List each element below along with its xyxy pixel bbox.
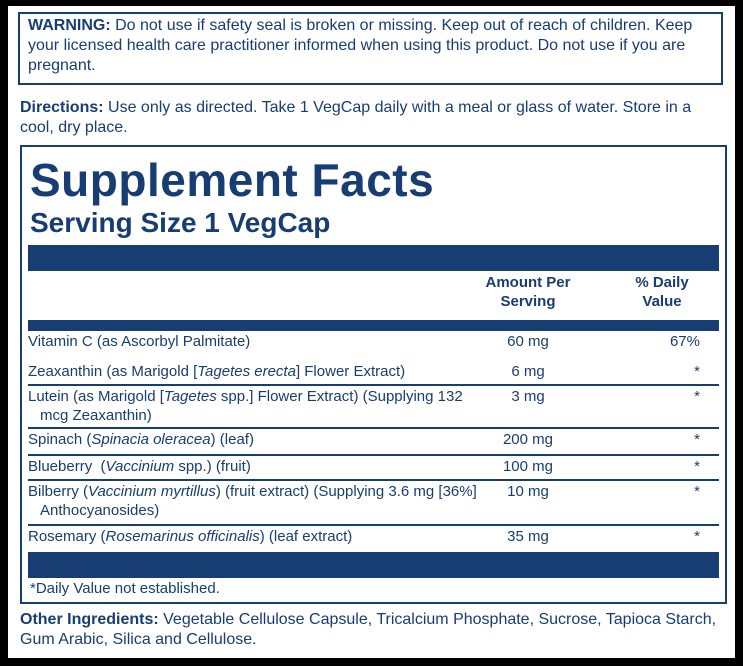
row-divider [28,427,719,429]
row-divider [28,454,719,456]
name-part: Tagetes erecta [197,363,296,380]
ingredient-name: Vitamin C (as Ascorbyl Palmitate) [28,332,480,351]
warning-label: WARNING: [28,17,111,34]
other-ingredients-text: Vegetable Cellulose Capsule, Tricalcium … [20,611,717,648]
serving-size: Serving Size 1 VegCap [30,207,331,238]
directions: Directions: Use only as directed. Take 1… [20,98,725,138]
directions-text: Use only as directed. Take 1 VegCap dail… [20,99,692,136]
ingredient-name: Blueberry (Vaccinium spp.) (fruit) [28,457,480,476]
ingredient-name: Lutein (as Marigold [Tagetes spp.] Flowe… [28,387,480,425]
ingredient-name: Zeaxanthin (as Marigold [Tagetes erecta]… [28,362,480,381]
warning-box [18,12,723,85]
name-part: Rosemary ( [28,528,106,545]
warning: WARNING: Do not use if safety seal is br… [28,16,718,76]
facts-title: Supplement Facts [30,154,435,206]
daily-value: * [694,528,700,545]
divider-bar [28,245,719,271]
name-part: ) (fruit extract) (Supplying 3.6 mg [36%… [40,483,481,519]
name-part: Rosemarinus officinalis [105,528,260,545]
name-part: Spinach ( [28,431,92,448]
name-part: Vaccinium [105,458,175,475]
label-panel: WARNING: Do not use if safety seal is br… [8,6,735,658]
row-divider [28,524,719,526]
ingredient-name: Bilberry (Vaccinium myrtillus) (fruit ex… [28,482,480,520]
amount: 6 mg [511,363,545,380]
name-part: Blueberry ( [28,458,106,475]
amount: 100 mg [502,458,554,475]
ingredient-name: Spinach (Spinacia oleracea) (leaf) [28,430,480,449]
name-part: ) (leaf extract) [259,528,353,545]
name-part: Lutein (as Marigold [ [28,388,164,405]
ingredient-name: Rosemary (Rosemarinus officinalis) (leaf… [28,527,480,546]
name-part: Tagetes [163,388,217,405]
footnote: *Daily Value not established. [30,580,220,597]
name-part: spp.] Flower Extract) (Supplying 132 mcg… [40,388,467,424]
name-part: Bilberry ( [28,483,89,500]
column-header: % Daily Value [635,274,689,310]
daily-value: * [694,363,700,380]
amount: 10 mg [507,483,549,500]
row-divider [28,384,719,386]
amount: 60 mg [507,333,549,350]
warning-text: Do not use if safety seal is broken or m… [28,17,693,74]
divider-bar [28,552,719,578]
other-ingredients-label: Other Ingredients: [20,611,159,628]
name-part: Spinacia oleracea [91,431,211,448]
name-part: Vaccinium myrtillus [88,483,216,500]
directions-label: Directions: [20,99,104,116]
name-part: Vitamin C (as Ascorbyl Palmitate) [28,333,251,350]
daily-value: * [694,388,700,405]
other-ingredients: Other Ingredients: Vegetable Cellulose C… [20,610,732,650]
amount: 200 mg [502,431,554,448]
name-part: Zeaxanthin (as Marigold [ [28,363,198,380]
amount: 3 mg [511,388,545,405]
column-header: Amount Per Serving [485,274,571,310]
daily-value: * [694,431,700,448]
name-part: ] Flower Extract) [295,363,406,380]
amount: 35 mg [507,528,549,545]
daily-value: * [694,483,700,500]
daily-value: 67% [669,333,700,350]
supplement-facts-box: Supplement Facts Serving Size 1 VegCap A… [20,145,727,604]
row-divider [28,479,719,481]
name-part: spp.) (fruit) [174,458,251,475]
daily-value: * [694,458,700,475]
name-part: ) (leaf) [210,431,254,448]
divider-bar [28,320,719,331]
